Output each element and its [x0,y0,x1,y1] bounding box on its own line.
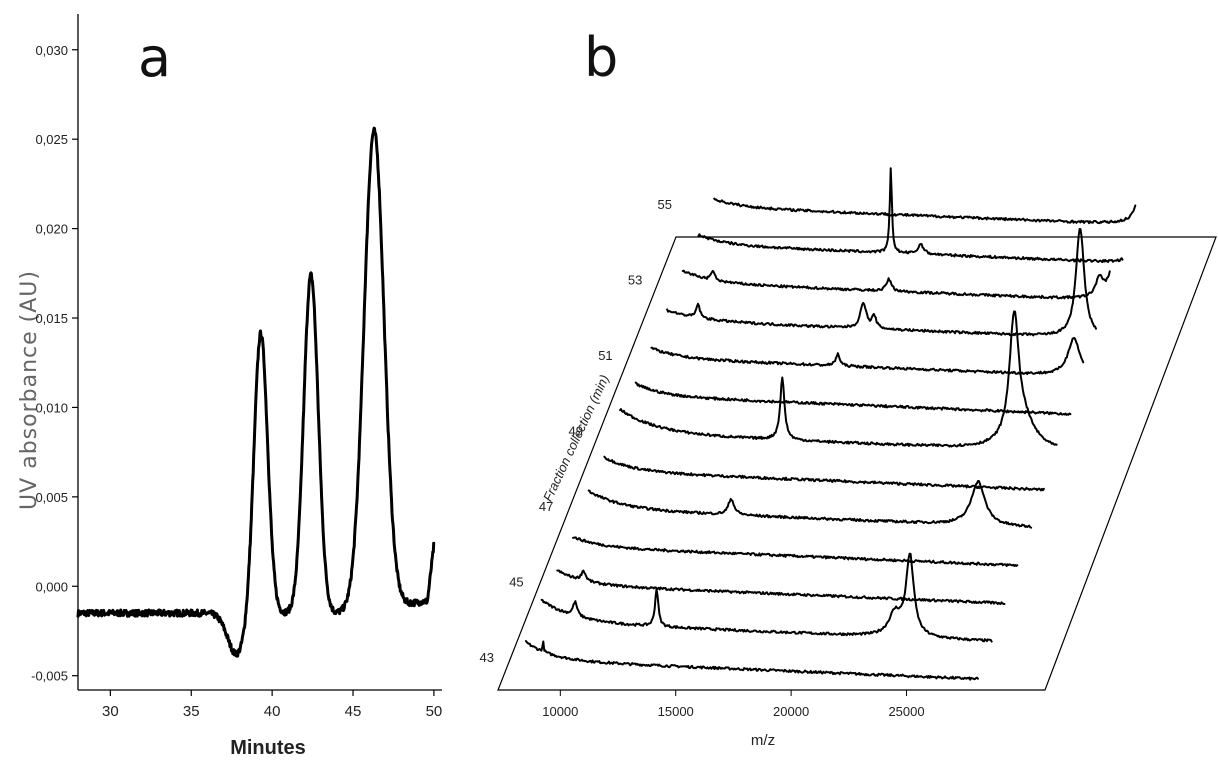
panel-b-fraction-tick-label: 49 [569,424,583,439]
panel-a-uv-chromatogram: a UV absorbance (AU) Minutes -0,005 0,000… [17,14,442,759]
panel-b-mz-tick-label: 20000 [773,704,809,719]
panel-b-spectrum-trace [697,167,1124,264]
panel-b-fraction-tick-label: 47 [539,499,553,514]
panel-a-x-tick-label: 30 [102,703,119,720]
panel-b-spectra [524,167,1137,681]
panel-b-mz-tick-label: 10000 [542,704,578,719]
panel-b-fraction-tick-label: 43 [480,650,494,665]
panel-a-x-ticks: 30 35 40 45 50 [102,690,442,720]
panel-a-y-axis-title: UV absorbance (AU) [17,270,42,510]
panel-a-x-tick-label: 50 [426,703,443,720]
panel-a-y-ticks: -0,005 0,000 0,005 0,010 0,015 0,020 0,025 0,03… [31,43,78,684]
panel-b-spectrum-trace [603,455,1045,492]
panel-b-fraction-tick-label: 51 [598,348,612,363]
panel-b-mz-tick-label: 25000 [888,704,924,719]
panel-a-y-tick-label: -0,005 [31,669,68,684]
panel-a-label: a [138,26,171,89]
panel-b-mz-tick-label: 15000 [658,704,694,719]
panel-b-spectrum-trace [619,310,1058,448]
panel-b-spectrum-trace [540,552,993,643]
panel-b-spectrum-trace [681,269,1111,300]
panel-b-spectrum-trace [524,640,979,681]
panel-a-y-tick-label: 0,005 [35,490,68,505]
panel-a-x-tick-label: 35 [183,703,200,720]
panel-a-y-tick-label: 0,025 [35,132,68,147]
panel-b-spectrum-trace [556,569,1006,605]
panel-a-x-axis-title: Minutes [230,737,306,759]
panel-b-spectrum-trace [572,536,1019,567]
panel-b-label: b [584,26,618,89]
panel-b-x-axis-title: m/z [751,732,775,749]
panel-b-spectrum-trace [666,228,1097,337]
panel-b-spectrum-trace [713,197,1137,225]
panel-a-y-tick-label: 0,030 [35,43,68,58]
panel-a-y-tick-label: 0,020 [35,222,68,237]
panel-a-x-tick-label: 40 [264,703,281,720]
panel-b-3d-frame [497,236,1217,691]
panel-b-spectrum-trace [650,337,1085,376]
panel-a-uv-trace [76,126,436,658]
panel-b-fraction-ticks: 43 45 47 49 51 53 55 [480,197,672,665]
panel-b-mz-ticks: 10000 15000 20000 25000 [542,690,925,719]
panel-a-y-tick-label: 0,010 [35,400,68,415]
panel-b-mass-spectra-stack: b 10000 15000 20000 25000 m/z Fraction coll… [480,26,1217,749]
panel-b-fraction-tick-label: 55 [658,197,672,212]
panel-b-fraction-tick-label: 45 [509,575,523,590]
panel-a-x-tick-label: 45 [345,703,362,720]
panel-a-y-tick-label: 0,015 [35,311,68,326]
panel-a-y-tick-label: 0,000 [35,579,68,594]
panel-b-spectrum-trace [587,480,1033,529]
panel-b-fraction-tick-label: 53 [628,273,642,288]
panel-b-spectrum-trace [634,381,1072,416]
